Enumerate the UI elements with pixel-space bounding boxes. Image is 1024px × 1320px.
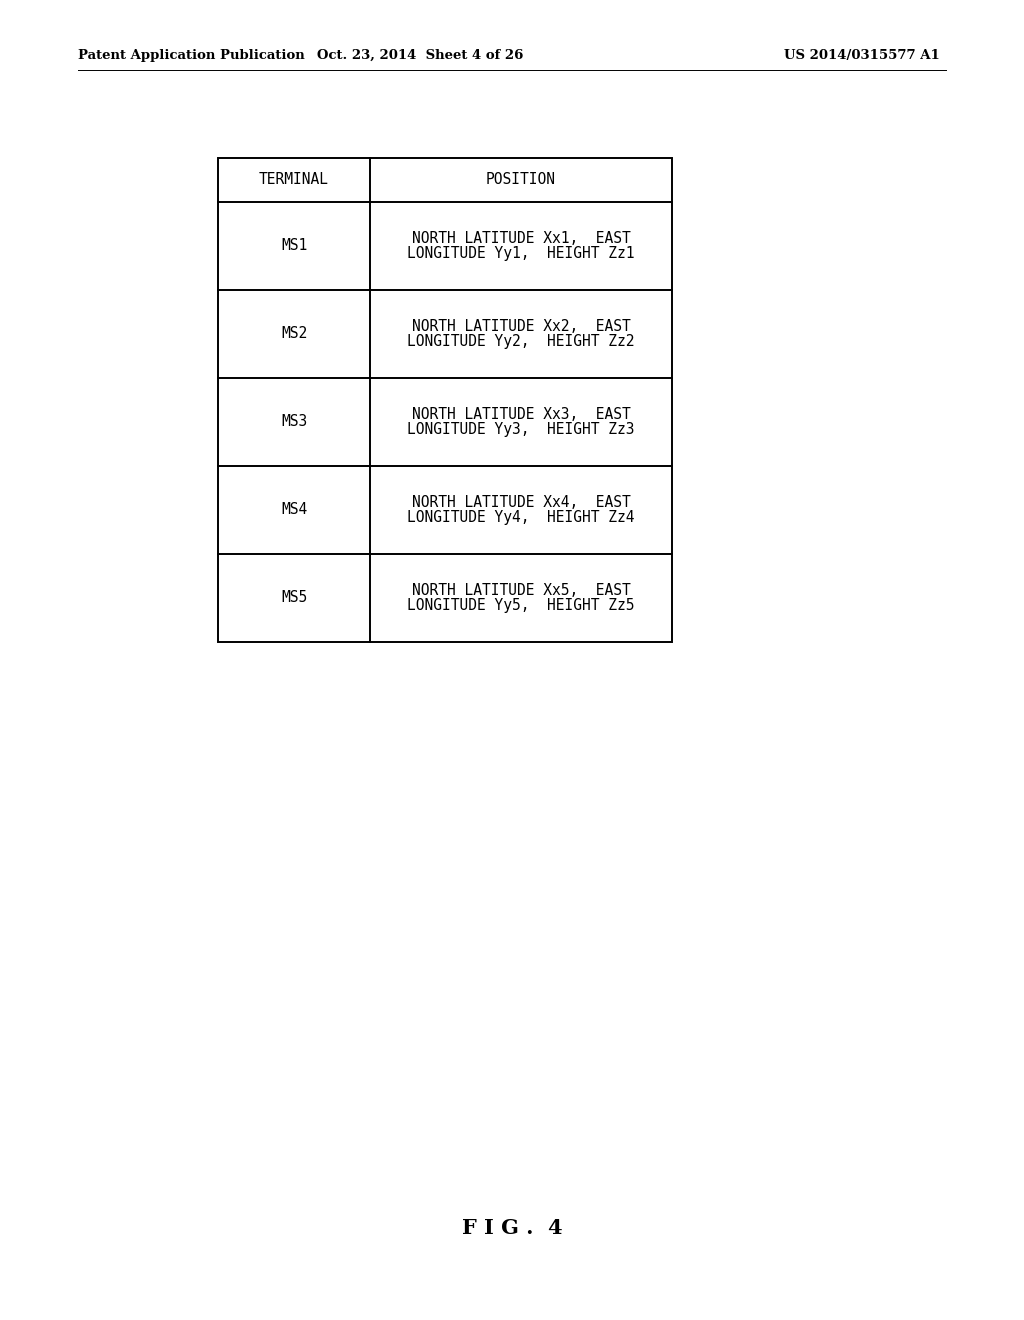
Text: NORTH LATITUDE Xx4,  EAST: NORTH LATITUDE Xx4, EAST	[412, 495, 631, 510]
Text: LONGITUDE Yy5,  HEIGHT Zz5: LONGITUDE Yy5, HEIGHT Zz5	[408, 598, 635, 612]
Text: Oct. 23, 2014  Sheet 4 of 26: Oct. 23, 2014 Sheet 4 of 26	[316, 49, 523, 62]
Text: MS5: MS5	[281, 590, 307, 606]
Text: MS4: MS4	[281, 503, 307, 517]
Text: Patent Application Publication: Patent Application Publication	[78, 49, 305, 62]
Text: MS2: MS2	[281, 326, 307, 342]
Text: MS1: MS1	[281, 239, 307, 253]
Text: TERMINAL: TERMINAL	[259, 173, 329, 187]
Text: POSITION: POSITION	[486, 173, 556, 187]
Bar	[218, 158, 672, 642]
Text: LONGITUDE Yy1,  HEIGHT Zz1: LONGITUDE Yy1, HEIGHT Zz1	[408, 246, 635, 261]
Text: LONGITUDE Yy3,  HEIGHT Zz3: LONGITUDE Yy3, HEIGHT Zz3	[408, 422, 635, 437]
Text: LONGITUDE Yy4,  HEIGHT Zz4: LONGITUDE Yy4, HEIGHT Zz4	[408, 510, 635, 525]
Text: NORTH LATITUDE Xx3,  EAST: NORTH LATITUDE Xx3, EAST	[412, 407, 631, 422]
Text: NORTH LATITUDE Xx5,  EAST: NORTH LATITUDE Xx5, EAST	[412, 583, 631, 598]
Text: US 2014/0315577 A1: US 2014/0315577 A1	[784, 49, 940, 62]
Text: NORTH LATITUDE Xx1,  EAST: NORTH LATITUDE Xx1, EAST	[412, 231, 631, 246]
Text: MS3: MS3	[281, 414, 307, 429]
Text: NORTH LATITUDE Xx2,  EAST: NORTH LATITUDE Xx2, EAST	[412, 319, 631, 334]
Text: F I G .  4: F I G . 4	[462, 1218, 562, 1238]
Text: LONGITUDE Yy2,  HEIGHT Zz2: LONGITUDE Yy2, HEIGHT Zz2	[408, 334, 635, 348]
